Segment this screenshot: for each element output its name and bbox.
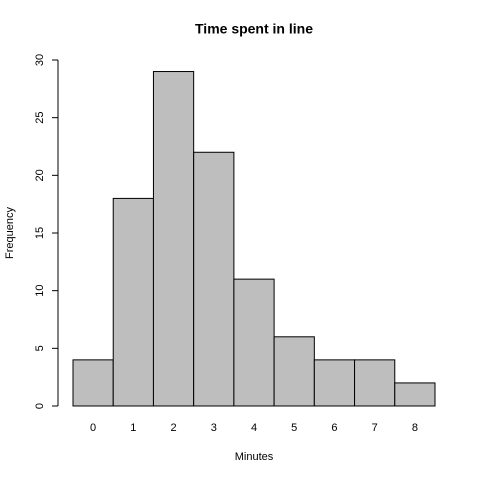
bar bbox=[313, 359, 356, 407]
y-tick-label: 5 bbox=[34, 345, 46, 351]
y-tick-label: 10 bbox=[34, 285, 46, 297]
bar bbox=[233, 278, 275, 407]
y-tick-label: 30 bbox=[34, 54, 46, 66]
x-axis-label: Minutes bbox=[235, 451, 274, 463]
x-tick-label: 6 bbox=[331, 422, 337, 434]
bar bbox=[193, 151, 235, 407]
bar bbox=[152, 71, 195, 407]
x-tick-label: 3 bbox=[211, 422, 217, 434]
x-tick-label: 8 bbox=[412, 422, 418, 434]
bar bbox=[112, 197, 154, 407]
y-tick-label: 15 bbox=[34, 227, 46, 239]
bar bbox=[72, 359, 114, 407]
x-tick-label: 4 bbox=[251, 422, 257, 434]
x-tick-label: 1 bbox=[130, 422, 136, 434]
y-axis-label: Frequency bbox=[4, 207, 16, 259]
bar bbox=[354, 359, 396, 407]
x-tick-label: 2 bbox=[170, 422, 176, 434]
y-tick-label: 20 bbox=[34, 169, 46, 181]
y-tick-label: 0 bbox=[34, 403, 46, 409]
bar bbox=[394, 382, 436, 407]
bar bbox=[273, 336, 315, 407]
chart-title: Time spent in line bbox=[195, 21, 313, 37]
x-tick-label: 5 bbox=[291, 422, 297, 434]
x-tick-label: 7 bbox=[372, 422, 378, 434]
x-tick-label: 0 bbox=[90, 422, 96, 434]
y-tick-label: 25 bbox=[34, 112, 46, 124]
